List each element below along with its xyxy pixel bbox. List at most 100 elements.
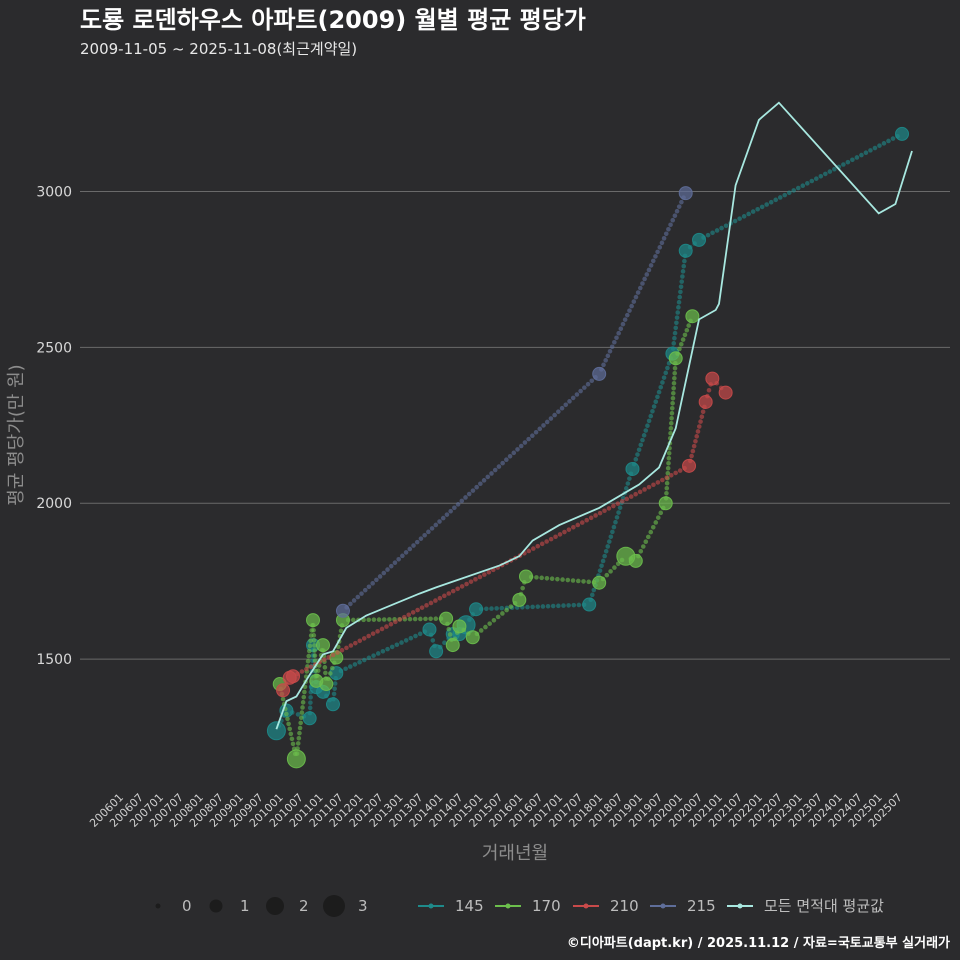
series-145-trail-dot bbox=[623, 486, 629, 491]
series-215-trail-dot bbox=[366, 584, 372, 590]
series-210-trail-dot bbox=[624, 496, 630, 502]
average-line bbox=[275, 101, 913, 730]
series-210-trail-dot bbox=[706, 387, 712, 393]
series-215-trail-dot bbox=[530, 433, 535, 438]
series-170-trail-dot bbox=[549, 576, 555, 582]
legend-210-label: 210 bbox=[610, 897, 639, 915]
series-215-trail-dot bbox=[640, 281, 645, 286]
series-145-trail-dot bbox=[768, 199, 774, 205]
series-170-point bbox=[512, 592, 527, 607]
series-215-trail-dot bbox=[601, 362, 606, 368]
series-210-trail-dot bbox=[696, 424, 702, 429]
series-145-trail-dot bbox=[591, 587, 597, 593]
series-170-trail-dot bbox=[666, 455, 672, 461]
series-215-trail-dot bbox=[633, 294, 639, 300]
series-170-trail-dot bbox=[483, 624, 488, 630]
series-170-trail-dot bbox=[478, 628, 484, 633]
series-210-point bbox=[718, 385, 733, 400]
series-210-trail-dot bbox=[664, 475, 670, 480]
series-215-trail-dot bbox=[612, 339, 617, 345]
series-215-trail-dot bbox=[625, 312, 630, 318]
series-215-trail-dot bbox=[620, 321, 626, 327]
series-210-trail-dot bbox=[668, 472, 674, 478]
series-170-trail-dot bbox=[668, 430, 673, 436]
series-215-trail-dot bbox=[359, 591, 364, 596]
series-215-trail-dot bbox=[392, 560, 398, 566]
series-145-trail-dot bbox=[665, 365, 670, 371]
series-210-trail-dot bbox=[388, 621, 394, 627]
series-215-trail-dot bbox=[485, 474, 491, 480]
series-170-trail-dot bbox=[330, 665, 335, 671]
series-170-point bbox=[439, 611, 454, 626]
series-170-trail-dot bbox=[534, 575, 539, 580]
series-145-trail-dot bbox=[795, 185, 801, 191]
series-210-trail-dot bbox=[633, 491, 638, 497]
series-145-trail-dot bbox=[352, 662, 358, 667]
series-145-trail-dot bbox=[566, 603, 571, 608]
series-215-trail-dot bbox=[385, 567, 390, 572]
series-145-trail-dot bbox=[611, 524, 617, 530]
series-170-trail-dot bbox=[289, 736, 295, 742]
series-170-trail-dot bbox=[655, 515, 661, 520]
series-170-trail-dot bbox=[412, 616, 418, 622]
series-170-point bbox=[286, 749, 306, 769]
series-145-trail-dot bbox=[638, 442, 644, 448]
series-170-trail-dot bbox=[295, 741, 301, 746]
series-145-trail-dot bbox=[782, 192, 788, 198]
series-170-trail-dot bbox=[298, 715, 304, 721]
series-215-trail-dot bbox=[629, 303, 634, 309]
series-145-trail-dot bbox=[561, 603, 566, 608]
series-215-trail-dot bbox=[370, 581, 375, 586]
series-210-trail-dot bbox=[335, 650, 340, 655]
series-145-trail-dot bbox=[746, 211, 751, 217]
series-210-trail-dot bbox=[646, 484, 652, 490]
series-210-trail-dot bbox=[330, 652, 336, 658]
series-210-trail-dot bbox=[526, 548, 532, 554]
series-170-trail-dot bbox=[672, 376, 677, 381]
series-170-trail-dot bbox=[555, 576, 560, 582]
series-145-trail-dot bbox=[823, 171, 828, 177]
series-210-trail-dot bbox=[588, 515, 594, 521]
series-210-trail-dot bbox=[611, 503, 616, 509]
series-145-trail-dot bbox=[627, 476, 632, 481]
series-145-trail-dot bbox=[371, 653, 376, 658]
series-145-trail-dot bbox=[723, 223, 729, 229]
series-170-trail-dot bbox=[665, 465, 671, 471]
series-210-trail-dot bbox=[321, 657, 327, 662]
series-215-trail-dot bbox=[589, 378, 595, 384]
x-axis-ticks: 2006012006072007012007072008012008072009… bbox=[87, 791, 905, 830]
series-170-trail-dot bbox=[316, 663, 322, 668]
series-170-trail-dot bbox=[423, 616, 428, 622]
series-210-point bbox=[682, 458, 697, 473]
series-215-trail-dot bbox=[616, 330, 621, 336]
series-210-trail-dot bbox=[548, 536, 554, 542]
series-145-trail-dot bbox=[331, 691, 337, 697]
series-170-point bbox=[658, 496, 673, 511]
series-215-trail-dot bbox=[666, 226, 671, 232]
series-145-trail-dot bbox=[332, 686, 337, 692]
series-170-trail-dot bbox=[296, 735, 302, 741]
series-215-trail-dot bbox=[407, 546, 413, 552]
series-170-trail-dot bbox=[682, 332, 688, 338]
series-210-trail-dot bbox=[553, 534, 558, 540]
series-215-trail-dot bbox=[653, 254, 658, 259]
series-170-trail-dot bbox=[666, 460, 671, 466]
series-210-trail-dot bbox=[370, 631, 376, 636]
series-170-point bbox=[306, 613, 321, 628]
series-145-trail-dot bbox=[599, 563, 604, 569]
series-170-trail-dot bbox=[608, 569, 613, 574]
series-215-trail-dot bbox=[463, 495, 468, 500]
series-145-trail-dot bbox=[610, 529, 615, 535]
gridlines bbox=[80, 191, 950, 660]
series-215-trail-dot bbox=[455, 502, 461, 507]
legend-145-label: 145 bbox=[455, 897, 484, 915]
series-215-trail-dot bbox=[400, 553, 405, 559]
series-215-trail-dot bbox=[489, 471, 494, 476]
series-170-trail-dot bbox=[520, 585, 525, 591]
series-145-trail-dot bbox=[854, 155, 860, 160]
x-axis-label: 거래년월 bbox=[482, 843, 548, 864]
y-axis-ticks: 1500 2000 2500 3000 bbox=[36, 185, 72, 669]
series-210-trail-dot bbox=[579, 520, 585, 525]
series-215-trail-dot bbox=[515, 447, 520, 452]
series-145-trail-dot bbox=[603, 548, 609, 554]
